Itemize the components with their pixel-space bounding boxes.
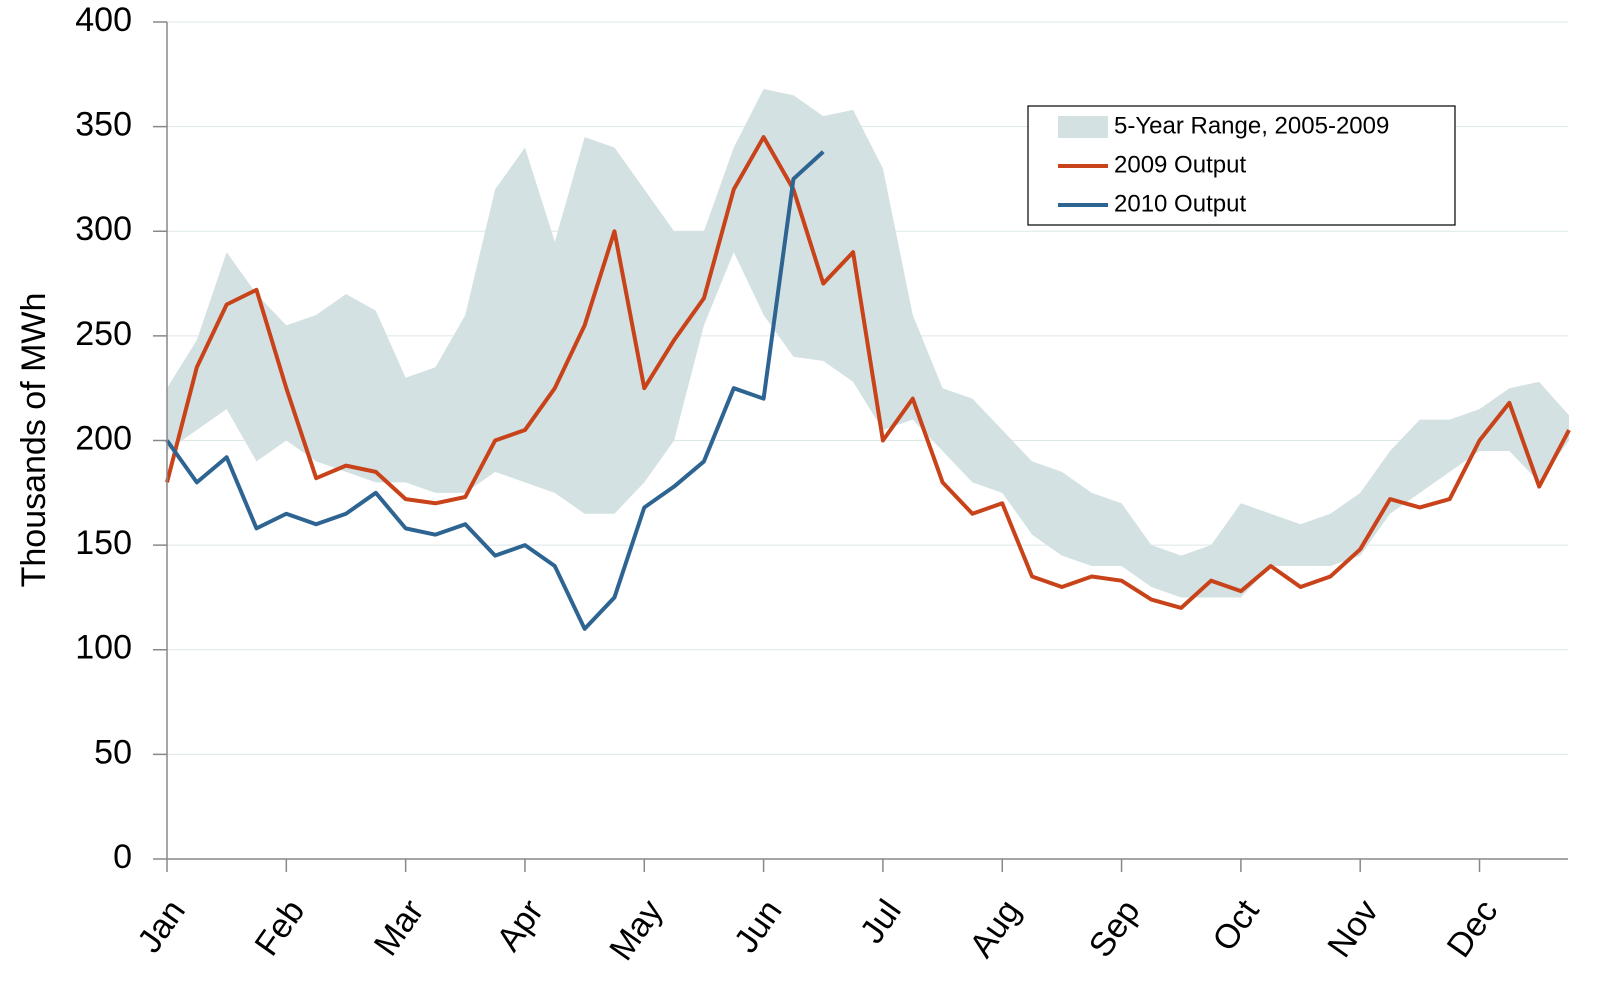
x-tick-label: Jul [853,893,909,950]
x-tick-label: Aug [962,893,1028,964]
y-tick-label: 50 [94,733,132,771]
y-tick-label: 0 [113,838,132,876]
y-tick-label: 350 [75,106,132,144]
y-tick-label: 300 [75,210,132,248]
x-tick-label: Feb [247,893,312,963]
x-tick-label: Oct [1205,893,1267,959]
legend-swatch [1058,116,1108,138]
y-tick-label: 200 [75,419,132,457]
x-tick-label: Apr [489,893,550,958]
x-tick-label: Sep [1082,893,1148,964]
y-tick-label: 150 [75,524,132,562]
x-tick-label: Dec [1440,893,1506,964]
legend-label: 2010 Output [1114,190,1246,217]
legend-label: 2009 Output [1114,151,1246,178]
x-tick-label: Nov [1320,893,1386,964]
y-axis-title: Thousands of MWh [15,293,53,588]
y-tick-label: 100 [75,629,132,667]
y-tick-label: 400 [75,1,132,39]
x-tick-label: Jun [727,893,790,960]
y-tick-label: 250 [75,315,132,353]
legend: 5-Year Range, 2005-2009 2009 Output 2010 O… [1027,105,1456,226]
line-series [165,150,825,631]
line-series [165,135,1571,610]
x-tick-label: Mar [367,893,432,963]
x-tick-label: May [602,893,670,967]
x-tick-label: Jan [130,893,193,960]
legend-label: 5-Year Range, 2005-2009 [1114,112,1389,139]
